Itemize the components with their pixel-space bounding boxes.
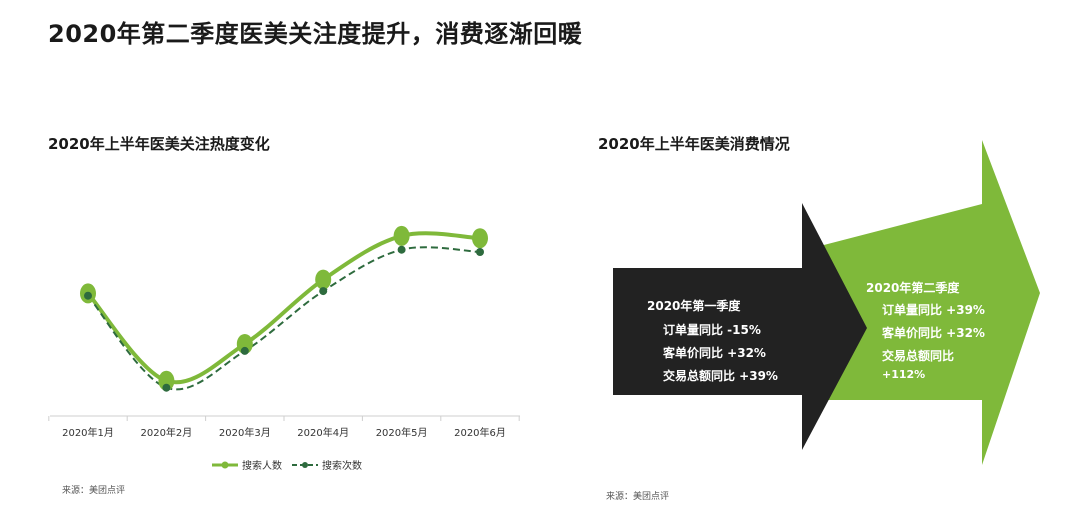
q2-line: 订单量同比 +39% (882, 302, 985, 317)
data-point-search-users (393, 225, 410, 246)
x-tick-label: 2020年4月 (297, 426, 349, 439)
q2-line: +112% (882, 368, 925, 381)
data-point-search-users (236, 334, 253, 354)
legend-label: 搜索人数 (242, 459, 282, 472)
data-point-search-count (397, 245, 406, 254)
q1-line: 客单价同比 +32% (662, 345, 766, 360)
line-chart-title: 2020年上半年医美关注热度变化 (48, 135, 270, 153)
data-point-search-count (240, 346, 249, 355)
source-note: 来源：美团点评 (62, 486, 126, 496)
data-point-search-count (162, 383, 171, 392)
q2-arrow (820, 140, 1040, 465)
legend-label: 搜索次数 (322, 459, 362, 472)
data-point-search-count (84, 291, 92, 300)
consumption-panel-title: 2020年上半年医美消费情况 (598, 135, 790, 153)
data-point-search-users (472, 228, 488, 249)
data-point-search-users (315, 269, 332, 290)
x-tick-label: 2020年1月 (62, 426, 114, 439)
q1-heading: 2020年第一季度 (647, 298, 741, 313)
x-tick-label: 2020年2月 (140, 426, 192, 439)
q2-heading: 2020年第二季度 (866, 280, 960, 295)
data-point-search-count (476, 248, 484, 256)
x-tick-label: 2020年5月 (376, 426, 428, 439)
q2-line: 客单价同比 +32% (881, 325, 985, 340)
series-line-search-users (86, 231, 481, 385)
q1-arrow (613, 203, 867, 450)
q2-line: 交易总额同比 (882, 348, 954, 363)
q1-line: 交易总额同比 +39% (663, 368, 778, 383)
legend-marker (302, 462, 308, 468)
legend-marker (221, 461, 229, 469)
data-point-search-count (319, 287, 328, 296)
source-note: 来源：美团点评 (606, 492, 670, 502)
x-tick-label: 2020年3月 (219, 426, 271, 439)
page-title: 2020年第二季度医美关注度提升，消费逐渐回暖 (48, 20, 583, 48)
q1-line: 订单量同比 -15% (663, 322, 761, 337)
x-tick-label: 2020年6月 (454, 426, 506, 439)
data-point-search-users (158, 370, 175, 391)
